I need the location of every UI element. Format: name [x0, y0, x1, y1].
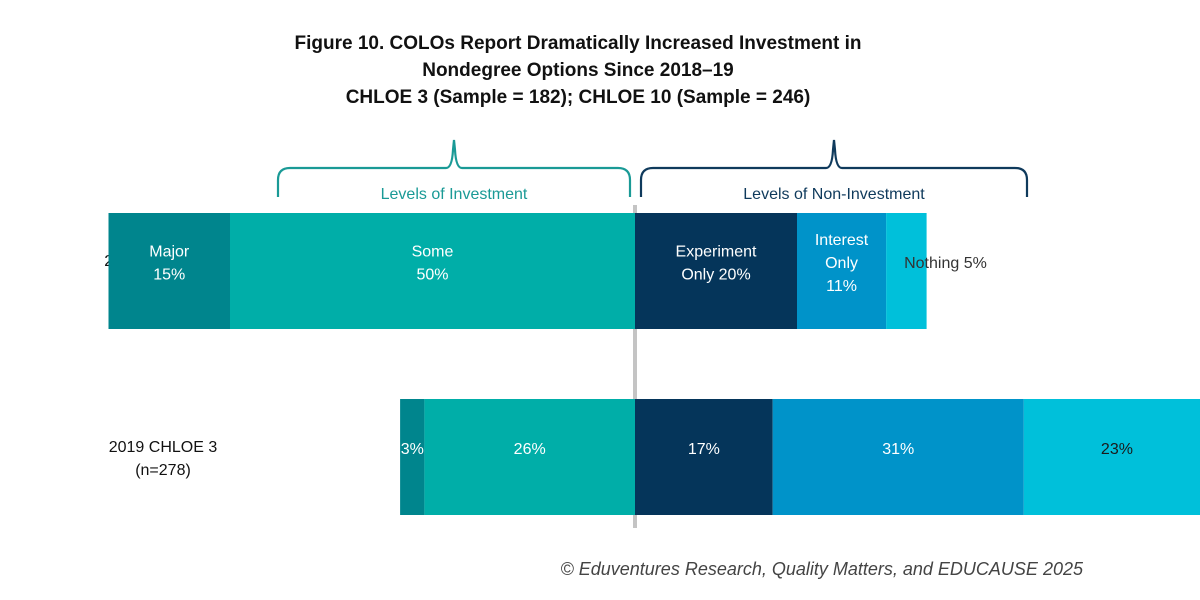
- chart-title-line: Nondegree Options Since 2018–19: [422, 60, 734, 81]
- group-bracket: [276, 139, 632, 197]
- data-label: Nothing 5%: [904, 255, 987, 272]
- row-label: 2019 CHLOE 3: [109, 439, 218, 456]
- data-label: Experiment: [676, 244, 757, 261]
- bar-segment: [230, 213, 635, 329]
- bar-segment: [772, 399, 1024, 515]
- bar-segment: [635, 213, 797, 329]
- row-label: (n=278): [135, 462, 191, 479]
- bar-segment: [635, 399, 773, 515]
- data-label: 23%: [1101, 441, 1133, 458]
- group-label: Levels of Investment: [381, 186, 528, 203]
- bar-segment: [886, 213, 927, 329]
- data-label: Major: [149, 244, 190, 261]
- bar-segment: [1023, 399, 1200, 515]
- group-brackets: Levels of Investment Levels of Non-Invest…: [276, 139, 1029, 203]
- bar-segment: [424, 399, 635, 515]
- data-label: 50%: [416, 267, 448, 284]
- chart-title-line: CHLOE 3 (Sample = 182); CHLOE 10 (Sample…: [346, 87, 811, 108]
- bars: [108, 213, 1200, 515]
- data-label: 15%: [153, 267, 185, 284]
- data-label: Only 20%: [681, 267, 750, 284]
- bar-segment: [400, 399, 425, 515]
- data-labels: Major 15% Some 50% Experiment Only 20% Interes…: [149, 232, 1133, 458]
- chart-title: Figure 10. COLOs Report Dramatically Inc…: [294, 33, 861, 108]
- data-label: 26%: [514, 441, 546, 458]
- data-label: 11%: [826, 278, 857, 295]
- data-label: Some: [412, 244, 454, 261]
- data-label: 17%: [688, 441, 720, 458]
- bar-segment: [797, 213, 887, 329]
- data-label: 3%: [401, 441, 424, 458]
- data-label: Only: [825, 255, 858, 272]
- chart-title-line: Figure 10. COLOs Report Dramatically Inc…: [294, 33, 861, 54]
- data-label: 31%: [882, 441, 914, 458]
- source-note: © Eduventures Research, Quality Matters,…: [560, 559, 1083, 579]
- group-label: Levels of Non-Investment: [743, 186, 925, 203]
- bar-segment: [108, 213, 230, 329]
- data-label: Interest: [815, 232, 869, 249]
- group-bracket: [639, 139, 1029, 197]
